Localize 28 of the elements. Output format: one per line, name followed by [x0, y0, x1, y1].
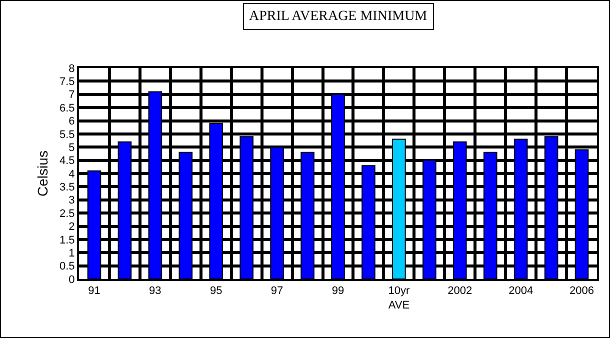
x-tick-label: 97 — [270, 285, 284, 298]
y-tick-label: 3.5 — [60, 182, 75, 194]
x-tick-label: 95 — [210, 285, 222, 298]
y-tick-label: 2.5 — [60, 208, 75, 220]
y-tick-label: 5 — [68, 142, 75, 154]
y-tick-label: 3 — [68, 194, 75, 207]
x-tick-label: 2006 — [570, 285, 594, 298]
chart-title: APRIL AVERAGE MINIMUM — [249, 9, 428, 24]
x-tick-label: 99 — [332, 285, 344, 298]
y-tick-label: 0.5 — [60, 260, 75, 273]
x-tick-label: 2004 — [508, 285, 534, 298]
x-tick-label: 93 — [149, 285, 162, 298]
y-tick-label: 4 — [68, 168, 75, 180]
x-tick-label: 91 — [88, 285, 100, 298]
y-tick-label: 0 — [68, 274, 75, 286]
y-tick-label: 1.5 — [60, 234, 75, 246]
x-tick-label: 2002 — [448, 285, 472, 298]
y-tick-label: 7.5 — [60, 76, 75, 88]
y-tick-label: 6 — [68, 116, 75, 128]
y-tick-label: 4.5 — [60, 155, 75, 168]
x-tick-label: 10yr AVE — [388, 285, 410, 312]
y-tick-label: 6.5 — [60, 102, 75, 114]
y-tick-label: 8 — [68, 62, 75, 75]
y-tick-label: 7 — [68, 89, 75, 102]
y-tick-label: 2 — [68, 221, 75, 234]
y-tick-label: 1 — [68, 247, 75, 260]
y-tick-label: 5.5 — [60, 128, 75, 141]
y-axis-title: Celsius — [34, 150, 51, 196]
